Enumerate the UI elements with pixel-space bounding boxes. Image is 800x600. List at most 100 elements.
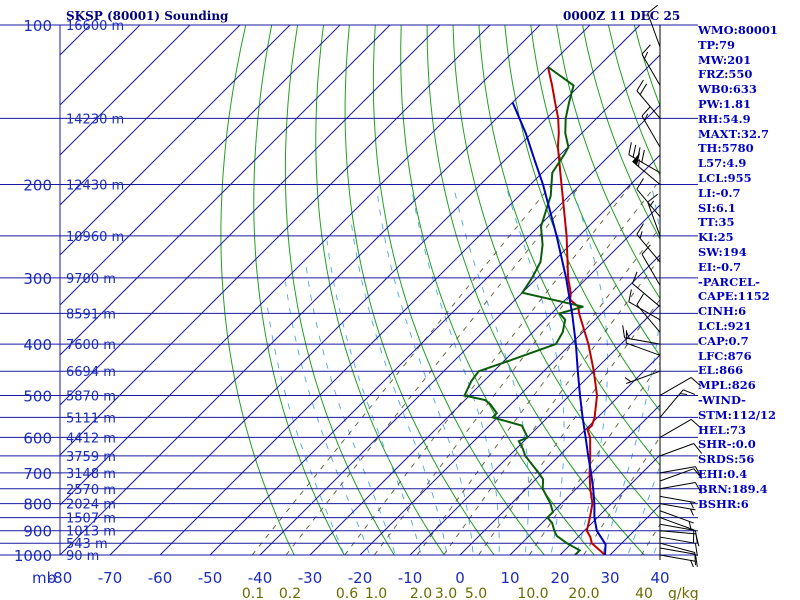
barb-feather <box>636 147 641 160</box>
barb-feather <box>644 113 649 121</box>
barb-feather <box>639 83 648 95</box>
barb-feather <box>690 377 701 387</box>
barb-feather <box>693 443 703 454</box>
temperature-tick-label: -40 <box>248 569 273 587</box>
barb-feather <box>648 200 655 208</box>
mixing-ratio-label: 0.6 <box>336 586 358 600</box>
barb-feather <box>693 468 703 479</box>
barb-feather <box>688 521 692 529</box>
wind-barb <box>641 106 661 148</box>
moist-adiabat <box>285 281 371 555</box>
barb-feather <box>626 331 630 339</box>
isotherm <box>559 454 660 555</box>
barb-feather <box>647 193 658 203</box>
index-item: TH:5780 <box>698 141 754 156</box>
temperature-line <box>547 66 606 555</box>
pressure-tick-label: 800 <box>23 496 52 514</box>
wind-barb <box>659 503 696 516</box>
station-title: SKSP (80001) Sounding <box>66 9 229 23</box>
barb-feather <box>636 178 644 190</box>
moist-adiabat <box>305 261 396 555</box>
mixing-ratio-label: 1.0 <box>365 586 387 600</box>
wind-barb <box>622 325 661 345</box>
barb-staff <box>636 234 661 263</box>
index-item: STM:112/12 <box>698 407 777 422</box>
index-item: CAP:0.7 <box>698 333 749 348</box>
moist-adiabat <box>376 190 474 555</box>
plot-area <box>60 25 660 555</box>
isotherm <box>60 25 441 406</box>
isotherm <box>359 254 660 555</box>
height-tick-label: 5111 m <box>66 411 116 426</box>
index-item: TT:35 <box>698 215 735 230</box>
wind-barb <box>659 468 703 482</box>
barb-staff <box>624 337 661 345</box>
temperature-tick-label: -60 <box>148 569 173 587</box>
barb-feather <box>641 106 651 117</box>
temperature-tick-label: 0 <box>455 569 465 587</box>
index-item: EL:866 <box>698 363 744 378</box>
barb-feather <box>690 560 694 568</box>
barb-staff <box>659 466 696 474</box>
wind-barb <box>659 495 696 509</box>
pressure-unit-label: mb <box>32 569 56 587</box>
temperature-tick-label: 20 <box>550 569 569 587</box>
wind-barb <box>659 517 695 543</box>
index-item: MAXT:32.7 <box>698 126 769 141</box>
wind-barbs <box>622 4 703 568</box>
barb-feather <box>631 271 638 284</box>
barb-staff <box>636 304 661 333</box>
moist-adiabat <box>350 216 448 555</box>
barb-staff <box>659 510 694 524</box>
wind-barb <box>659 554 696 568</box>
temperature-tick-label: 40 <box>650 569 669 587</box>
pressure-tick-label: 400 <box>23 336 52 354</box>
barb-feather <box>622 325 626 338</box>
index-item: WB0:633 <box>698 82 757 97</box>
height-tick-label: 7600 m <box>66 338 116 353</box>
temperature-tick-label: -50 <box>198 569 223 587</box>
wind-barb <box>659 523 698 544</box>
moist-adiabat <box>452 184 530 555</box>
temperature-tick-label: -30 <box>298 569 323 587</box>
barb-feather <box>632 144 637 158</box>
mixing-ratio-line <box>344 184 632 555</box>
wind-barb <box>659 443 703 457</box>
barb-staff <box>659 482 696 490</box>
height-tick-label: 3759 m <box>66 450 116 465</box>
barb-feather <box>694 530 698 544</box>
barb-staff <box>636 90 661 119</box>
barb-feather <box>636 223 644 235</box>
temperature-tick-label: -20 <box>348 569 373 587</box>
barb-staff <box>628 154 661 174</box>
pressure-tick-label: 1000 <box>14 547 52 565</box>
barb-staff <box>641 115 661 148</box>
mixing-ratio-line <box>416 226 660 555</box>
moist-adiabat <box>266 299 345 555</box>
index-item: LCL:955 <box>698 170 752 185</box>
moist-adiabat <box>410 184 500 555</box>
mixing-ratio-label: 2.0 <box>410 586 432 600</box>
wind-barb <box>624 370 661 384</box>
mixing-unit-label: g/kg <box>668 586 699 600</box>
index-item: RH:54.9 <box>698 111 751 126</box>
stability-indices-panel: WMO:80001 TP:79 MW:201 FRZ:550 WB0:633 PW:1.8… <box>698 23 798 511</box>
barb-staff <box>659 389 684 418</box>
isotherm <box>509 404 660 555</box>
isotherm <box>60 25 391 356</box>
mixing-ratio-label: 10.0 <box>517 586 548 600</box>
index-item: CINH:6 <box>698 304 747 319</box>
barb-staff <box>659 517 694 531</box>
isotherm <box>309 204 660 555</box>
index-item: BRN:189.4 <box>698 481 768 496</box>
isotherm <box>60 25 191 156</box>
pressure-tick-label: 100 <box>23 17 52 35</box>
index-item: -WIND- <box>698 392 746 407</box>
sounding-series <box>463 66 607 555</box>
mixing-ratio-line <box>251 184 553 555</box>
index-item: MPL:826 <box>698 378 756 393</box>
height-tick-label: 3148 m <box>66 467 116 482</box>
wind-barb <box>636 223 661 263</box>
index-item: SHR-:0.0 <box>698 437 756 452</box>
height-tick-label: 1507 m <box>66 512 116 527</box>
